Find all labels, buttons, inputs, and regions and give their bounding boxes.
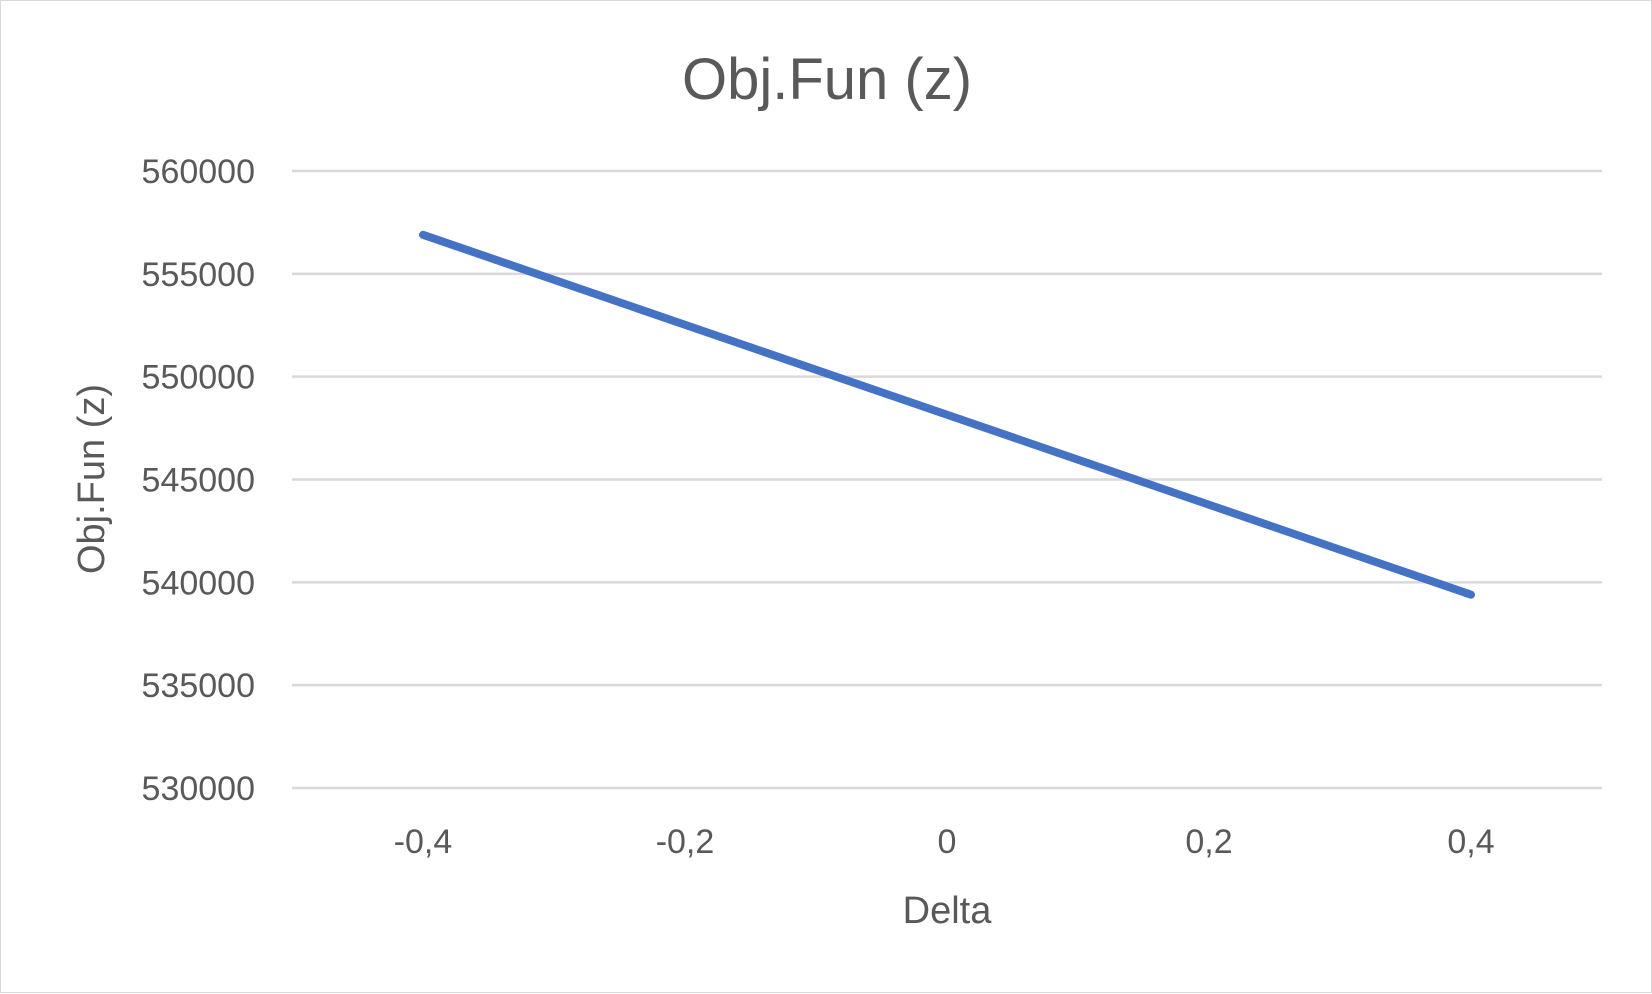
y-tick-label: 550000 [142, 359, 255, 397]
x-tick-label: 0,2 [1185, 823, 1232, 861]
chart-title: Obj.Fun (z) [682, 47, 972, 112]
y-tick-label: 540000 [142, 564, 255, 602]
y-axis-label: Obj.Fun (z) [71, 384, 113, 574]
series-line [419, 230, 1475, 599]
x-tick-label: 0,4 [1447, 823, 1494, 861]
y-axis-ticks: 530000 535000 540000 545000 550000 555000 5600… [142, 153, 255, 808]
x-tick-label: -0,2 [656, 823, 715, 861]
gridlines [292, 169, 1602, 790]
y-tick-label: 535000 [142, 667, 255, 705]
y-tick-label: 560000 [142, 153, 255, 191]
x-tick-label: 0 [938, 823, 957, 861]
x-axis-label: Delta [903, 890, 993, 932]
x-tick-label: -0,4 [394, 823, 453, 861]
x-axis-ticks: -0,4 -0,2 0 0,2 0,4 [394, 823, 1495, 861]
series-layer [419, 230, 1475, 599]
y-tick-label: 545000 [142, 462, 255, 500]
y-tick-label: 555000 [142, 256, 255, 294]
y-tick-label: 530000 [142, 770, 255, 808]
